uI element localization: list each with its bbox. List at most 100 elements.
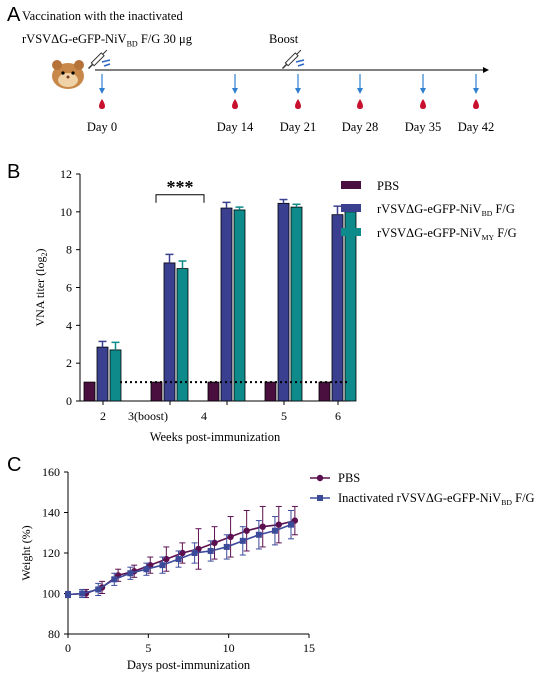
timeline-arrowhead-day (232, 88, 238, 94)
bar-chart-ylabel: VNA titer (log2) (33, 249, 49, 327)
bar (176, 268, 189, 402)
legend-swatch-pbs (341, 181, 361, 189)
timeline-arrowhead-day (420, 88, 426, 94)
bar (264, 381, 277, 402)
line-x-tick-label: 5 (145, 641, 151, 655)
legend-marker-pbs (316, 474, 324, 482)
data-point (288, 521, 295, 528)
data-point (127, 570, 134, 577)
data-point (271, 527, 278, 534)
data-point (259, 523, 266, 530)
bar (318, 381, 331, 402)
timeline-diagram (52, 49, 489, 109)
bar (109, 349, 122, 402)
timeline-day-label: Day 21 (279, 120, 317, 134)
bar (277, 202, 290, 402)
data-point (95, 586, 102, 593)
syringe-icon-day0 (87, 49, 108, 70)
bar (290, 206, 303, 402)
bar-chart-xlabel: Weeks post-immunization (150, 430, 281, 444)
bar-y-tick-label: 6 (66, 281, 72, 295)
line-y-tick-label: 100 (42, 587, 60, 601)
legend-swatch-bd (341, 204, 361, 212)
data-point (143, 566, 150, 573)
legend-label-vaccine: Inactivated rVSVΔG-eGFP-NiVBD F/G (338, 491, 535, 507)
line-y-tick-label: 120 (42, 546, 60, 560)
significance-label: *** (167, 177, 194, 197)
line-x-tick-label: 15 (303, 641, 315, 655)
legend-marker-vaccine (317, 495, 323, 501)
significance-bracket (155, 194, 205, 203)
bar-x-tick-label: 5 (281, 409, 287, 423)
blood-drop-icon (99, 99, 105, 109)
timeline-arrowhead-day (295, 88, 301, 94)
bar (150, 381, 163, 402)
data-point (191, 550, 198, 556)
bar-chart: VNA titer (log2) Weeks post-immunization… (33, 167, 517, 444)
timeline-arrowhead (483, 67, 489, 73)
hamster-icon (52, 60, 84, 89)
line-chart-xlabel: Days post-immunization (127, 658, 251, 672)
data-point (79, 590, 86, 597)
panel-label-b: B (7, 161, 21, 183)
syringe-drops-day21 (295, 59, 305, 67)
line-chart-ylabel: Weight (%) (19, 525, 33, 580)
boost-label: Boost (269, 32, 299, 46)
timeline-day-label: Day 28 (341, 120, 379, 134)
data-point (243, 527, 250, 534)
bar (163, 262, 176, 402)
timeline-arrowhead-day (357, 88, 363, 94)
panel-label-c: C (7, 454, 22, 476)
line-x-tick-label: 10 (223, 641, 235, 655)
bar (220, 207, 233, 402)
bar (207, 381, 220, 402)
bar (96, 346, 109, 402)
bar-x-tick-label: 2 (100, 409, 106, 423)
legend-label-bd: rVSVΔG-eGFP-NiVBD F/G (377, 202, 515, 218)
data-point (65, 591, 71, 598)
legend-label-pbs: PBS (338, 471, 360, 485)
bar (344, 211, 357, 402)
bar (83, 381, 96, 402)
data-point (159, 562, 166, 569)
blood-drop-icon (473, 99, 479, 109)
data-point (223, 543, 230, 550)
blood-drop-icon (420, 99, 426, 109)
line-y-tick-label: 160 (42, 465, 60, 479)
line-y-tick-label: 140 (42, 506, 60, 520)
timeline-title-line2: rVSVΔG-eGFP-NiVBD F/G 30 μg (22, 32, 192, 49)
blood-drop-icon (295, 99, 301, 109)
data-point (175, 556, 182, 563)
bar (233, 209, 246, 402)
bar-x-tick-label: 4 (201, 409, 207, 423)
data-point (275, 521, 282, 528)
data-point (239, 537, 246, 544)
bar-y-tick-label: 10 (60, 205, 72, 219)
bar-y-tick-label: 4 (66, 318, 72, 332)
legend-swatch-my (341, 228, 361, 236)
data-point (255, 531, 262, 538)
timeline-day-label: Day 35 (404, 120, 442, 134)
timeline-arrowhead-day (473, 88, 479, 94)
data-point (111, 576, 118, 583)
bar (331, 214, 344, 402)
legend-label-my: rVSVΔG-eGFP-NiVMY F/G (377, 226, 517, 242)
timeline-day-label: Day 42 (457, 120, 495, 134)
bar-y-tick-label: 2 (66, 356, 72, 370)
data-point (207, 547, 214, 554)
blood-drop-icon (357, 99, 363, 109)
timeline-day-label: Day 14 (216, 120, 254, 134)
line-y-tick-label: 80 (48, 627, 60, 641)
syringe-icon-day21 (281, 49, 302, 70)
bar-y-tick-label: 0 (66, 394, 72, 408)
timeline-arrowhead-day (99, 88, 105, 94)
panel-label-a: A (7, 4, 21, 26)
legend-label-pbs: PBS (377, 179, 399, 193)
bar-x-tick-label: 3(boost) (128, 409, 168, 423)
bar-x-tick-label: 6 (335, 409, 341, 423)
blood-drop-icon (232, 99, 238, 109)
line-x-tick-label: 0 (65, 641, 71, 655)
timeline-title-line1: Vaccination with the inactivated (22, 9, 183, 23)
timeline-day-label: Day 0 (86, 120, 118, 134)
bar-y-tick-label: 8 (66, 243, 72, 257)
